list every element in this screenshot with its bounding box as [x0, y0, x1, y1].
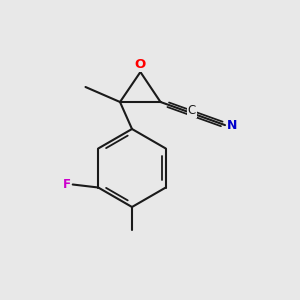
Text: N: N — [227, 118, 238, 132]
Text: C: C — [188, 104, 196, 118]
Text: F: F — [63, 178, 71, 191]
Text: O: O — [135, 58, 146, 71]
